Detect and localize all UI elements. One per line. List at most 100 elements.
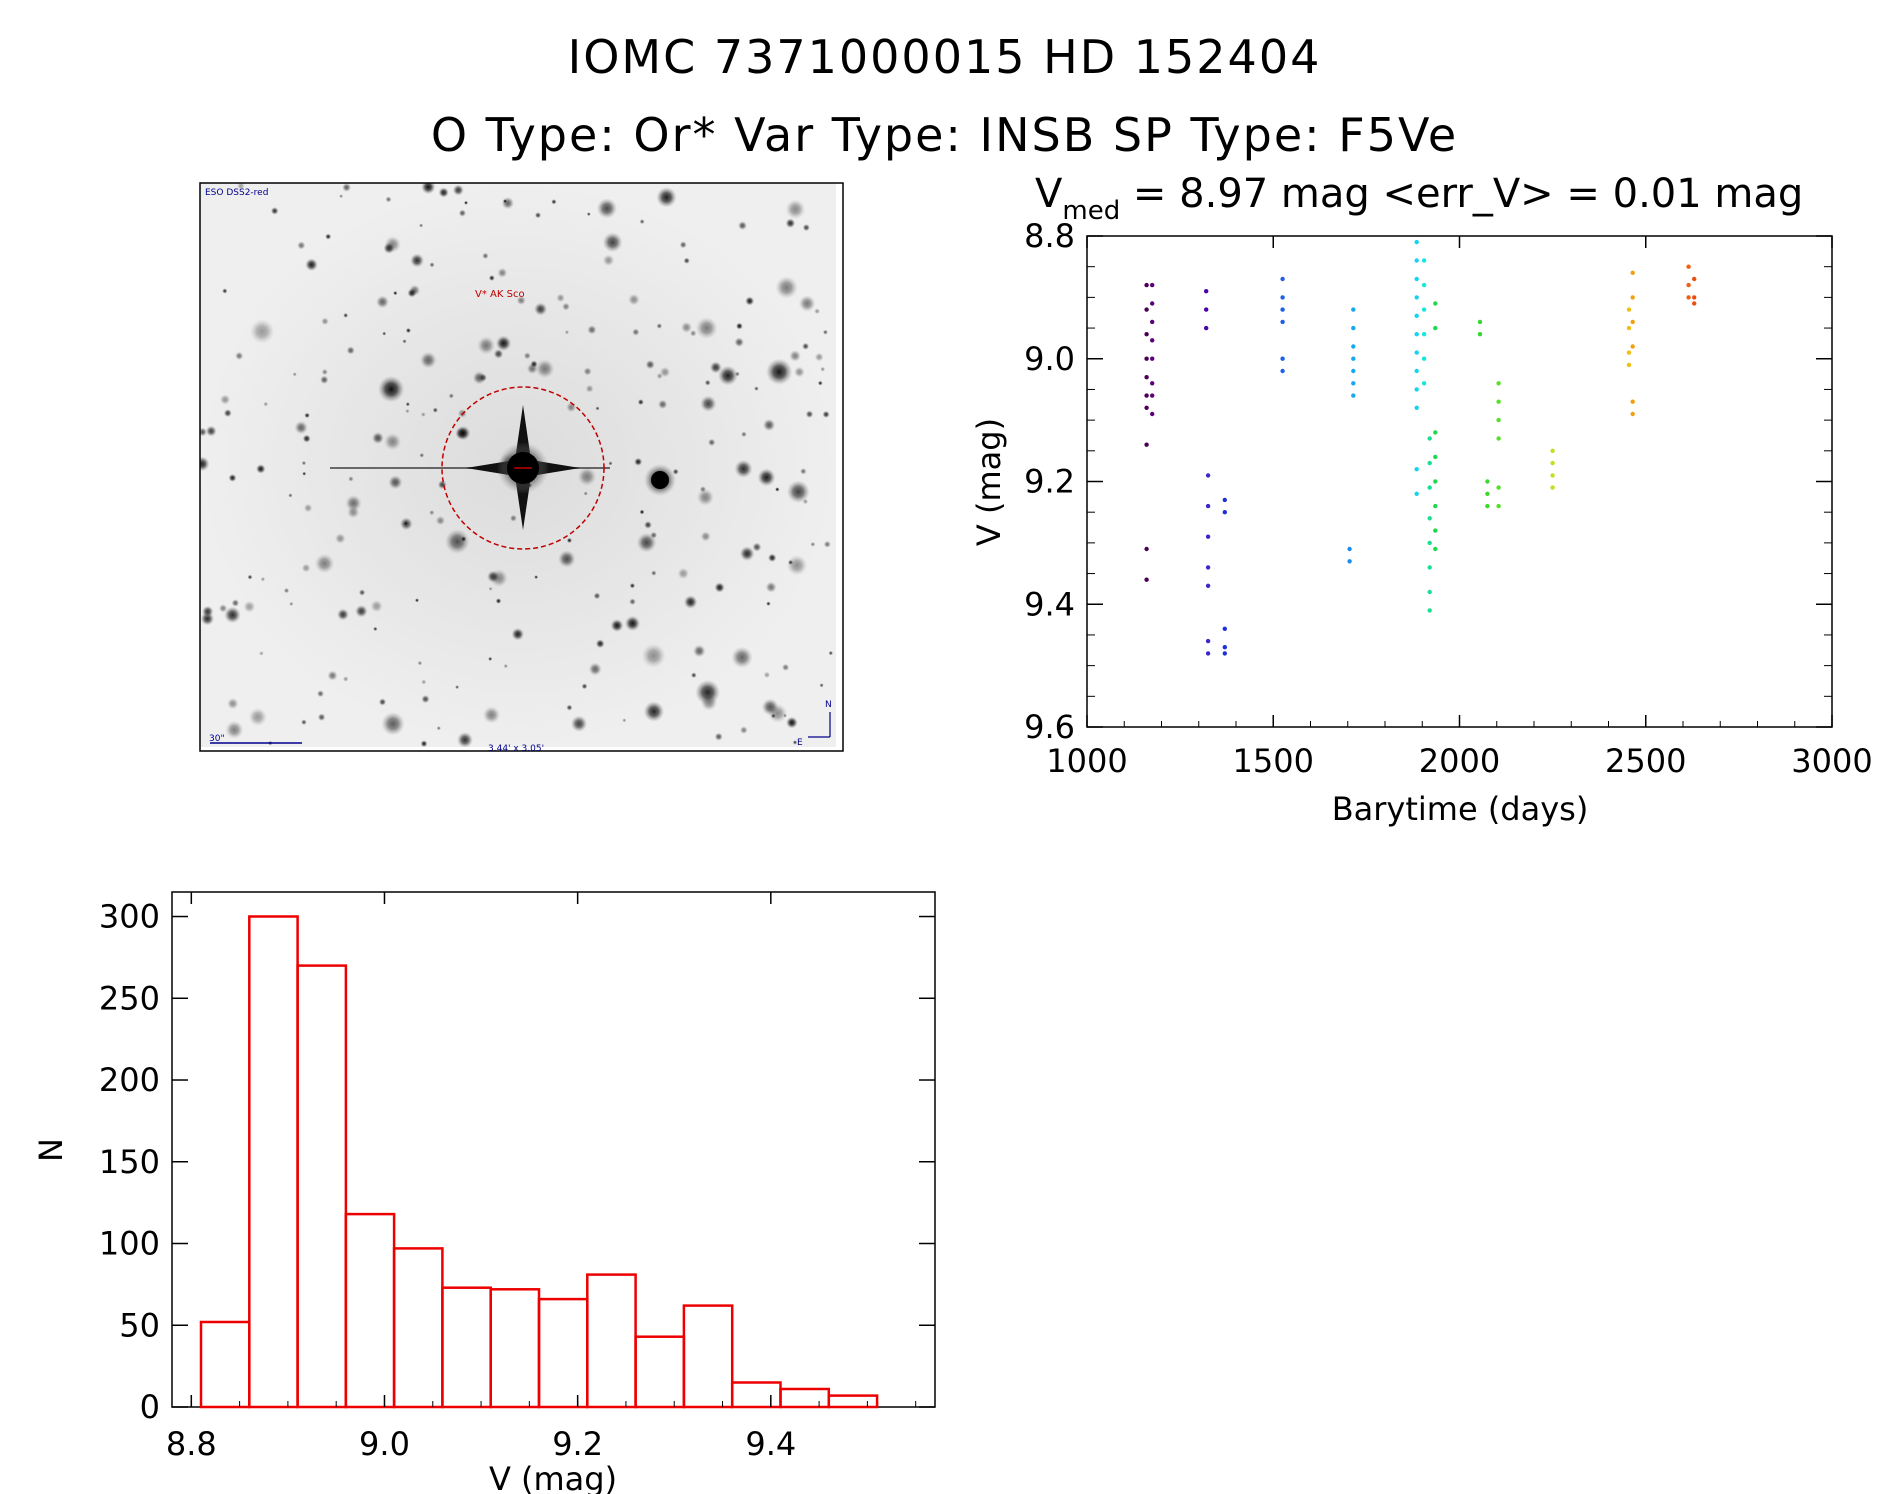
lc-point	[1347, 559, 1352, 564]
background-star	[610, 619, 624, 632]
background-star	[775, 276, 798, 299]
background-star	[448, 393, 454, 399]
lc-point	[1477, 332, 1483, 337]
background-star	[639, 219, 645, 225]
background-star	[628, 293, 640, 306]
background-star	[644, 520, 652, 529]
background-star	[689, 329, 697, 337]
lc-point	[1427, 516, 1432, 521]
lc-point	[1144, 405, 1149, 410]
lc-point	[1686, 295, 1691, 300]
east-label: E	[797, 738, 803, 748]
background-star	[608, 461, 613, 466]
background-star	[200, 456, 210, 472]
hist-ytick-label: 0	[140, 1388, 160, 1426]
lc-point	[1496, 399, 1501, 404]
background-star	[243, 600, 256, 613]
background-star	[802, 223, 810, 232]
background-star	[383, 433, 402, 451]
background-star	[739, 546, 755, 561]
background-star	[634, 457, 643, 466]
background-star	[709, 361, 722, 374]
background-star	[629, 598, 636, 606]
lc-point	[1433, 503, 1438, 509]
background-star	[294, 420, 308, 435]
lc-point	[1204, 307, 1209, 312]
background-star	[792, 740, 798, 745]
background-star	[602, 254, 615, 267]
background-star	[255, 464, 266, 474]
background-star	[814, 352, 824, 362]
background-star	[805, 410, 814, 419]
lc-point	[1204, 289, 1209, 294]
background-star	[373, 626, 378, 632]
background-star	[739, 726, 748, 735]
background-star	[798, 295, 816, 312]
background-star	[786, 716, 798, 729]
lc-point	[1150, 356, 1155, 361]
lc-point	[1150, 411, 1155, 417]
background-star	[420, 412, 426, 417]
background-star	[337, 608, 349, 621]
background-star	[690, 672, 697, 679]
background-star	[378, 698, 387, 706]
hist-ytick-label: 200	[99, 1061, 160, 1099]
background-star	[384, 236, 402, 253]
background-star	[588, 662, 602, 676]
lc-point	[1414, 368, 1419, 374]
hist-ylabel: N	[32, 1138, 70, 1162]
background-star	[288, 493, 293, 498]
background-star	[457, 731, 473, 747]
lc-point	[1222, 510, 1228, 515]
background-star	[503, 663, 508, 669]
background-star	[225, 720, 244, 739]
lc-point	[1414, 387, 1419, 392]
lc-point	[1150, 282, 1155, 288]
background-star	[789, 350, 801, 362]
background-star	[704, 379, 711, 386]
lc-ticks: 1000 1500 2000 2500 3000 8.8 9.0 9.2 9.4 9.6	[1024, 217, 1873, 780]
lc-point	[1150, 381, 1155, 386]
background-star	[637, 399, 644, 406]
background-star	[270, 207, 279, 215]
background-star	[643, 701, 665, 722]
lc-point	[1433, 325, 1438, 331]
background-star	[409, 284, 421, 296]
background-star	[228, 473, 237, 482]
background-star	[586, 212, 591, 217]
north-label: N	[825, 700, 832, 710]
lc-point	[1433, 528, 1438, 533]
background-star	[320, 375, 329, 385]
background-star	[785, 199, 806, 220]
lc-point	[1550, 473, 1555, 478]
lc-point	[1626, 325, 1632, 331]
lc-point	[1205, 638, 1211, 644]
background-star	[645, 359, 655, 370]
lc-point	[1347, 546, 1352, 552]
background-star	[421, 694, 430, 704]
background-star	[493, 349, 504, 359]
lc-point	[1150, 301, 1155, 306]
background-star	[696, 488, 715, 506]
background-star	[632, 328, 640, 336]
background-star	[316, 690, 325, 698]
background-star	[438, 187, 449, 198]
lc-point	[1144, 393, 1149, 398]
background-star	[583, 491, 588, 496]
lc-title: Vmed = 8.97 mag <err_V> = 0.01 mag	[1035, 171, 1803, 226]
hist-bar	[296, 964, 348, 1409]
lc-point	[1414, 239, 1419, 245]
background-star	[651, 570, 657, 576]
background-star	[472, 371, 486, 385]
background-star	[327, 670, 338, 681]
background-star	[820, 366, 826, 372]
background-star	[370, 599, 383, 613]
lc-point	[1414, 276, 1419, 282]
background-star	[556, 293, 565, 303]
hist-bar	[634, 1335, 686, 1409]
hist-ytick-label: 300	[99, 898, 160, 936]
background-star	[558, 550, 576, 568]
background-star	[587, 325, 597, 335]
background-star	[793, 366, 805, 378]
lc-point	[1630, 399, 1635, 404]
